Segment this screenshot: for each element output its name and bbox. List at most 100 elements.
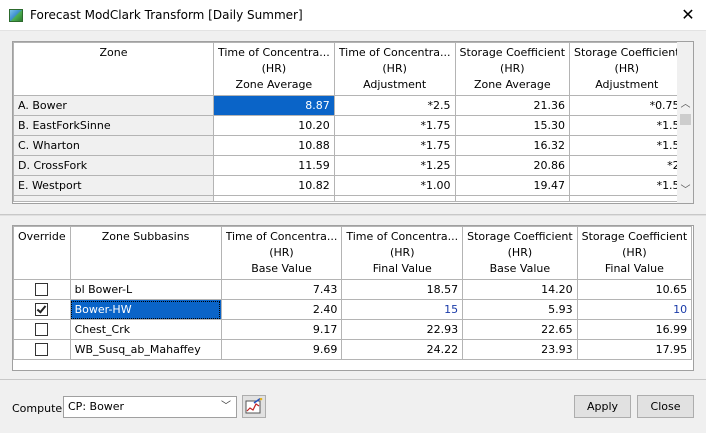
zone-table-row[interactable]: B. EastForkSinne 10.20 *1.75 15.30 *1.5 — [13, 115, 685, 136]
subbasin-value-cell: 22.93 — [341, 319, 464, 340]
subbasin-col-header-2[interactable]: Time of Concentra... (HR) Base Value — [220, 226, 343, 280]
close-button[interactable]: Close — [637, 395, 694, 418]
zone-value-cell[interactable]: *1.75 — [333, 115, 456, 136]
chart-wand-icon — [245, 397, 263, 414]
subbasin-table-row[interactable]: Bower-HW 2.40 15 5.93 10 — [13, 299, 693, 320]
zone-value-cell[interactable]: *1.00 — [333, 175, 456, 196]
zone-value-cell[interactable]: *0.75 — [569, 95, 685, 116]
zone-value-cell[interactable]: *1.5 — [569, 135, 685, 156]
subbasin-value-cell: 24.22 — [341, 339, 464, 360]
override-checkbox[interactable] — [35, 323, 49, 336]
subbasin-value-cell: 2.40 — [220, 299, 343, 320]
override-checkbox[interactable] — [35, 303, 49, 316]
subbasin-value-cell[interactable]: 10 — [576, 299, 693, 320]
zone-table-row[interactable]: D. CrossFork 11.59 *1.25 20.86 *2 — [13, 155, 685, 176]
subbasin-name-cell: bl Bower-L — [69, 279, 222, 300]
zone-value-cell[interactable]: *1.5 — [569, 115, 685, 136]
zone-value-cell[interactable]: 10.82 — [213, 175, 335, 196]
header-line: Zone Average — [473, 78, 551, 91]
panel-splitter[interactable] — [0, 214, 706, 216]
override-cell[interactable] — [13, 299, 71, 320]
checkmark-icon — [36, 303, 47, 314]
header-line: Time of Concentra... — [225, 230, 338, 243]
zone-col-header-2[interactable]: Time of Concentra... (HR) Adjustment — [333, 42, 456, 96]
subbasin-name-cell: Chest_Crk — [69, 319, 222, 340]
apply-button[interactable]: Apply — [574, 395, 631, 418]
header-line: (HR) — [507, 246, 533, 259]
subbasin-col-header-4[interactable]: Storage Coefficient (HR) Base Value — [462, 226, 578, 280]
zone-table-row[interactable]: C. Wharton 10.88 *1.75 16.32 *1.5 — [13, 135, 685, 156]
zone-col-header-1[interactable]: Time of Concentra... (HR) Zone Average — [213, 42, 335, 96]
override-cell[interactable] — [13, 279, 71, 300]
scroll-thumb[interactable] — [680, 114, 691, 125]
header-line: (HR) — [389, 246, 415, 259]
compute-dropdown[interactable]: CP: Bower ﹀ — [63, 396, 237, 418]
subbasin-value-cell: 9.17 — [220, 319, 343, 340]
footer-divider — [0, 379, 706, 380]
zone-col-header-0[interactable]: Zone — [13, 42, 214, 96]
scroll-down-icon[interactable]: ﹀ — [680, 185, 691, 196]
subbasin-table-row[interactable]: WB_Susq_ab_Mahaffey 9.69 24.22 23.93 17.95 — [13, 339, 693, 360]
compute-chart-button[interactable] — [242, 395, 266, 418]
subbasin-value-cell: 7.43 — [220, 279, 343, 300]
zone-value-cell[interactable]: 20.86 — [454, 155, 571, 176]
header-line: Final Value — [372, 262, 432, 275]
dialog-body: Zone Time of Concentra... (HR) Zone Average… — [0, 31, 706, 433]
subbasin-col-header-1[interactable]: Zone Subbasins — [69, 226, 222, 280]
subbasin-value-cell: 22.65 — [462, 319, 578, 340]
header-line: Override — [18, 230, 66, 243]
zone-partial-cell — [569, 195, 685, 202]
zone-table-scrollbar[interactable]: ︿ ﹀ — [677, 42, 693, 203]
zone-table-row[interactable]: E. Westport 10.82 *1.00 19.47 *1.5 — [13, 175, 685, 196]
subbasin-table-row[interactable]: bl Bower-L 7.43 18.57 14.20 10.65 — [13, 279, 693, 300]
zone-value-cell[interactable]: *1.5 — [569, 175, 685, 196]
header-line: Storage Coefficient — [459, 46, 566, 59]
close-window-icon[interactable]: ✕ — [681, 5, 695, 24]
zone-value-cell[interactable]: 15.30 — [454, 115, 571, 136]
zone-value-cell[interactable]: 11.59 — [213, 155, 335, 176]
subbasin-value-cell: 9.69 — [220, 339, 343, 360]
override-checkbox[interactable] — [35, 283, 49, 296]
subbasin-value-cell: 18.57 — [341, 279, 464, 300]
header-line: Adjustment — [595, 78, 659, 91]
zone-partial-cell — [13, 195, 214, 202]
header-line: Base Value — [251, 262, 312, 275]
override-cell[interactable] — [13, 319, 71, 340]
subbasin-col-header-3[interactable]: Time of Concentra... (HR) Final Value — [341, 226, 464, 280]
zone-value-cell[interactable]: 10.88 — [213, 135, 335, 156]
header-line: (HR) — [382, 62, 407, 75]
header-line: (HR) — [500, 62, 525, 75]
subbasin-value-cell: 10.65 — [576, 279, 693, 300]
scroll-up-icon[interactable]: ︿ — [680, 99, 691, 110]
zone-value-cell[interactable]: *1.25 — [333, 155, 456, 176]
zone-value-cell[interactable]: *2.5 — [333, 95, 456, 116]
zone-value-cell[interactable]: *1.75 — [333, 135, 456, 156]
subbasin-value-cell[interactable]: 15 — [341, 299, 464, 320]
zone-col-header-4[interactable]: Storage Coefficient (HR) Adjustment — [569, 42, 685, 96]
override-checkbox[interactable] — [35, 343, 49, 356]
zone-value-cell[interactable]: 21.36 — [454, 95, 571, 116]
zone-col-header-3[interactable]: Storage Coefficient (HR) Zone Average — [454, 42, 571, 96]
zone-partial-cell — [454, 195, 571, 202]
zone-table-row-partial — [13, 195, 685, 202]
compute-selected-value: CP: Bower — [68, 400, 125, 413]
zone-table-panel: Zone Time of Concentra... (HR) Zone Average… — [12, 41, 694, 204]
subbasin-col-header-0[interactable]: Override — [13, 226, 71, 280]
zone-value-cell[interactable]: 16.32 — [454, 135, 571, 156]
hec-hms-app-icon — [9, 9, 23, 22]
override-cell[interactable] — [13, 339, 71, 360]
zone-name-cell: C. Wharton — [13, 135, 214, 156]
zone-value-cell[interactable]: 19.47 — [454, 175, 571, 196]
zone-table-row[interactable]: A. Bower 8.87 *2.5 21.36 *0.75 — [13, 95, 685, 116]
zone-name-cell: B. EastForkSinne — [13, 115, 214, 136]
zone-value-cell[interactable]: 10.20 — [213, 115, 335, 136]
subbasin-value-cell: 5.93 — [462, 299, 578, 320]
header-line: Final Value — [604, 262, 664, 275]
subbasin-value-cell: 14.20 — [462, 279, 578, 300]
zone-value-cell[interactable]: *2 — [569, 155, 685, 176]
subbasin-table-panel: Override Zone Subbasins Time of Concentra.… — [12, 225, 694, 371]
subbasin-table-row[interactable]: Chest_Crk 9.17 22.93 22.65 16.99 — [13, 319, 693, 340]
zone-value-cell[interactable]: 8.87 — [213, 95, 335, 116]
subbasin-col-header-5[interactable]: Storage Coefficient (HR) Final Value — [576, 226, 693, 280]
header-line: (HR) — [269, 246, 294, 259]
